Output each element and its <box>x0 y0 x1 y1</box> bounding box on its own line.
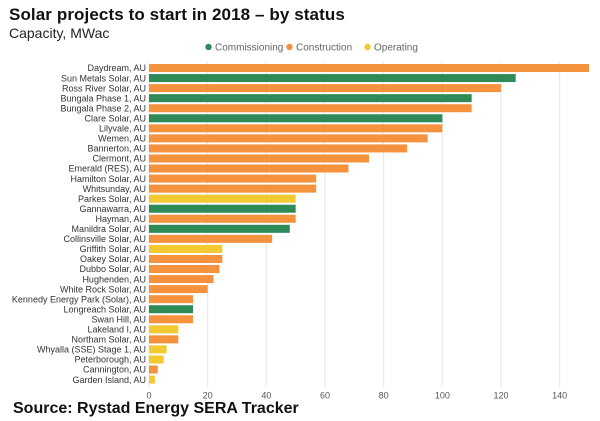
category-label: Hayman, AU <box>95 214 146 224</box>
category-label: Northam Solar, AU <box>71 335 146 345</box>
x-tick-label: 20 <box>203 391 213 400</box>
category-label: Peterborough, AU <box>74 355 146 365</box>
bar <box>149 144 408 153</box>
category-label: White Rock Solar, AU <box>60 284 146 294</box>
category-label: Collinsville Solar, AU <box>63 234 146 244</box>
bar <box>149 355 164 364</box>
bar-chart: Commissioning Construction Operating Daydr… <box>12 43 589 400</box>
bar <box>149 345 167 354</box>
bar <box>149 305 193 314</box>
bar <box>149 365 158 374</box>
bar <box>149 315 193 324</box>
x-tick-label: 140 <box>552 391 567 400</box>
bar <box>149 234 273 243</box>
category-label: Emerald (RES), AU <box>68 164 146 174</box>
bar <box>149 375 155 384</box>
category-label: Gannawarra, AU <box>79 204 146 214</box>
category-label: Oakey Solar, AU <box>80 254 146 264</box>
category-label: Clermont, AU <box>92 154 146 164</box>
bar <box>149 114 443 123</box>
legend-marker <box>205 43 212 51</box>
x-tick-label: 100 <box>435 391 450 400</box>
category-label: Swan Hill, AU <box>91 314 146 324</box>
legend-label: Operating <box>374 43 418 54</box>
legend-label: Construction <box>296 43 352 54</box>
x-tick-label: 80 <box>379 391 389 400</box>
bar <box>149 164 349 173</box>
bar <box>149 325 179 334</box>
bar <box>149 254 223 263</box>
category-label: Ross River Solar, AU <box>62 83 146 93</box>
category-label: Kennedy Energy Park (Solar), AU <box>12 294 146 304</box>
category-label: Manildra Solar, AU <box>71 224 146 234</box>
category-label: Griffith Solar, AU <box>80 244 146 254</box>
legend-marker <box>364 43 371 51</box>
legend-label: Commissioning <box>215 43 283 54</box>
chart-subtitle: Capacity, MWac <box>9 25 110 41</box>
category-label: Wemen, AU <box>98 134 146 144</box>
category-label: Bannerton, AU <box>87 144 146 154</box>
bar <box>149 74 516 83</box>
category-label: Bungala Phase 1, AU <box>60 93 146 103</box>
bar <box>149 295 193 304</box>
x-tick-label: 40 <box>261 391 271 400</box>
category-label: Daydream, AU <box>87 63 146 73</box>
category-label: Sun Metals Solar, AU <box>61 73 146 83</box>
bar <box>149 174 317 183</box>
category-label: Lilyvale, AU <box>99 124 146 134</box>
bar <box>149 104 472 113</box>
category-label: Dubbo Solar, AU <box>79 264 146 274</box>
category-label: Hughenden, AU <box>82 274 146 284</box>
bar <box>149 154 369 163</box>
x-tick-label: 0 <box>146 391 151 400</box>
bar <box>149 84 501 93</box>
chart-title: Solar projects to start in 2018 – by sta… <box>9 5 345 24</box>
bar <box>149 194 296 203</box>
bar <box>149 204 296 213</box>
bar <box>149 224 290 233</box>
bar <box>149 134 428 143</box>
bar <box>149 335 179 344</box>
category-label: Whitsunday, AU <box>83 184 146 194</box>
bar <box>149 184 317 193</box>
legend-marker <box>286 43 293 51</box>
bar <box>149 265 220 274</box>
category-label: Cannington, AU <box>83 365 146 375</box>
source-note: Source: Rystad Energy SERA Tracker <box>13 400 299 417</box>
bar <box>149 285 208 294</box>
chart-legend: Commissioning Construction Operating <box>205 43 418 54</box>
category-label: Whyalla (SSE) Stage 1, AU <box>37 345 146 355</box>
x-tick-label: 120 <box>493 391 508 400</box>
bar <box>149 214 296 223</box>
category-label: Lakeland I, AU <box>87 325 146 335</box>
x-axis-tick-labels: 0 20 40 60 80 100 120 140 <box>146 391 567 400</box>
x-tick-label: 60 <box>320 391 330 400</box>
bar <box>149 275 214 284</box>
category-label: Clare Solar, AU <box>84 113 146 123</box>
bar <box>149 94 472 103</box>
bar <box>149 244 223 253</box>
category-label: Hamilton Solar, AU <box>70 174 146 184</box>
category-label: Longreach Solar, AU <box>63 304 146 314</box>
bar <box>149 124 443 133</box>
category-label: Garden Island, AU <box>72 375 146 385</box>
category-label: Parkes Solar, AU <box>78 194 146 204</box>
chart-bars <box>149 64 589 384</box>
category-label: Bungala Phase 2, AU <box>60 103 146 113</box>
bar <box>149 64 589 73</box>
